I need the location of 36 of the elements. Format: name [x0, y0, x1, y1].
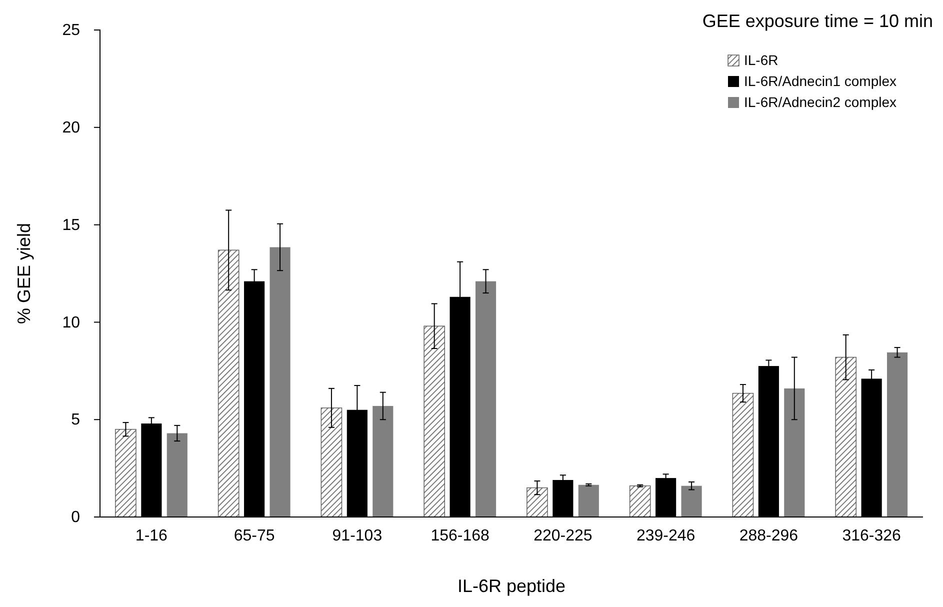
x-tick-label: 316-326: [842, 527, 902, 544]
legend-label: IL-6R/Adnecin2 complex: [744, 94, 897, 110]
bar: [784, 388, 805, 517]
bar: [835, 356, 856, 518]
y-tick-label: 20: [62, 120, 80, 137]
bar: [886, 352, 908, 517]
bar: [424, 326, 445, 518]
bar: [578, 484, 599, 517]
x-tick-label: 91-103: [332, 527, 382, 544]
annotation: GEE exposure time = 10 min: [702, 11, 933, 31]
bar: [166, 433, 188, 517]
y-tick-label: 15: [62, 216, 80, 234]
legend-label: IL-6R: [744, 52, 778, 68]
bar: [270, 247, 290, 517]
bar: [372, 406, 394, 517]
x-tick-label: 1-16: [135, 527, 168, 544]
y-tick-label: 25: [62, 22, 80, 40]
bar: [681, 486, 702, 517]
y-axis-title: % GEE yield: [14, 222, 34, 324]
x-tick-label: 288-296: [739, 527, 798, 544]
x-tick-label: 239-246: [636, 527, 696, 544]
bar: [732, 392, 754, 518]
y-tick-label: 5: [71, 412, 80, 429]
x-axis-title: IL-6R peptide: [457, 576, 566, 596]
bar: [115, 428, 136, 518]
bar: [629, 485, 651, 518]
x-tick-label: 156-168: [430, 527, 490, 544]
legend-label: IL-6R/Adnecin1 complex: [744, 73, 897, 89]
bar: [526, 487, 548, 518]
bar: [218, 250, 240, 518]
y-tick-label: 10: [62, 314, 80, 332]
bar: [320, 408, 342, 518]
bar: [475, 281, 496, 517]
y-tick-label: 0: [71, 509, 80, 526]
x-tick-label: 220-225: [534, 527, 592, 544]
x-tick-label: 65-75: [234, 527, 275, 544]
